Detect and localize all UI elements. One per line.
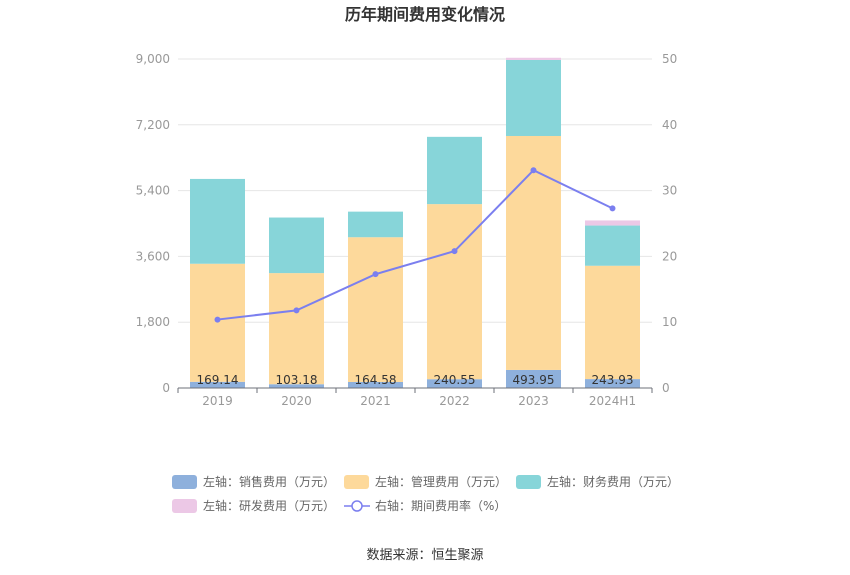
- bar-rnd: [585, 220, 640, 226]
- chart-title: 历年期间费用变化情况: [345, 5, 505, 24]
- rate-point: [372, 271, 379, 278]
- bar-finance: [585, 225, 640, 266]
- legend-swatch-finance: [516, 475, 541, 489]
- sales-data-label: 169.14: [197, 373, 239, 387]
- rate-point: [293, 307, 300, 314]
- x-tick-label: 2023: [518, 394, 549, 408]
- right-tick-label: 0: [662, 381, 670, 395]
- right-tick-label: 20: [662, 249, 677, 263]
- bar-sales: [506, 369, 561, 388]
- bar-management: [506, 135, 561, 370]
- bar-finance: [506, 59, 561, 136]
- legend-label-sales: 左轴：销售费用（万元）: [203, 474, 335, 489]
- sales-data-label: 240.55: [434, 373, 476, 387]
- data-labels: 169.14 103.18 164.58 240.55 493.95 243.93: [197, 373, 634, 387]
- bar-finance: [190, 178, 245, 264]
- bar-sales: [190, 381, 245, 388]
- bar-sales: [427, 379, 482, 388]
- rate-point: [214, 316, 221, 323]
- sales-data-label: 243.93: [592, 373, 634, 387]
- rate-line-path: [217, 168, 613, 321]
- left-axis-ticks: 0 1,800 3,600 5,400 7,200 9,000: [136, 52, 170, 395]
- x-tick-label: 2021: [360, 394, 391, 408]
- x-tick-label: 2022: [439, 394, 470, 408]
- bar-finance: [427, 136, 482, 205]
- right-tick-label: 40: [662, 118, 677, 132]
- right-tick-label: 10: [662, 315, 677, 329]
- legend-swatch-management: [344, 475, 369, 489]
- bar-sales: [269, 384, 324, 388]
- bar-sales: [348, 381, 403, 388]
- sales-data-label: 103.18: [276, 373, 318, 387]
- left-tick-label: 9,000: [136, 52, 170, 66]
- left-tick-label: 1,800: [136, 315, 170, 329]
- sales-data-label: 493.95: [513, 373, 555, 387]
- bar-rnd: [506, 57, 561, 60]
- left-tick-label: 3,600: [136, 249, 170, 263]
- sales-data-label: 164.58: [355, 373, 397, 387]
- x-tick-label: 2020: [281, 394, 312, 408]
- legend-label-rnd: 左轴：研发费用（万元）: [203, 498, 335, 513]
- rate-point: [609, 205, 616, 212]
- bar-management: [269, 273, 324, 385]
- bar-finance: [269, 217, 324, 274]
- legend-swatch-rate-marker: [351, 500, 363, 512]
- x-tick-label: 2024H1: [589, 394, 636, 408]
- stacked-bars: [190, 57, 640, 388]
- source-note: 数据来源：恒生聚源: [366, 548, 483, 563]
- legend-label-management: 左轴：管理费用（万元）: [375, 474, 507, 489]
- rate-line: [214, 167, 616, 323]
- legend: 左轴：销售费用（万元） 左轴：管理费用（万元） 左轴：财务费用（万元） 左轴：研发费用…: [172, 474, 679, 513]
- legend-label-rate: 右轴：期间费用率（%）: [375, 498, 506, 513]
- left-tick-label: 5,400: [136, 184, 170, 198]
- bar-sales: [585, 379, 640, 388]
- gridlines: [178, 58, 652, 323]
- bar-management: [190, 263, 245, 382]
- bar-management: [585, 265, 640, 380]
- right-tick-label: 30: [662, 184, 677, 198]
- legend-swatch-sales: [172, 475, 197, 489]
- rate-point: [451, 248, 458, 255]
- right-axis-ticks: 0 10 20 30 40 50: [662, 52, 677, 395]
- bar-management: [348, 237, 403, 382]
- x-tick-label: 2019: [202, 394, 233, 408]
- right-tick-label: 50: [662, 52, 677, 66]
- left-tick-label: 7,200: [136, 118, 170, 132]
- rate-point: [530, 167, 537, 174]
- x-axis-ticks: 2019 2020 2021 2022 2023 2024H1: [177, 388, 653, 408]
- left-tick-label: 0: [162, 381, 170, 395]
- legend-swatch-rnd: [172, 499, 197, 513]
- legend-label-finance: 左轴：财务费用（万元）: [547, 474, 679, 489]
- bar-finance: [348, 211, 403, 238]
